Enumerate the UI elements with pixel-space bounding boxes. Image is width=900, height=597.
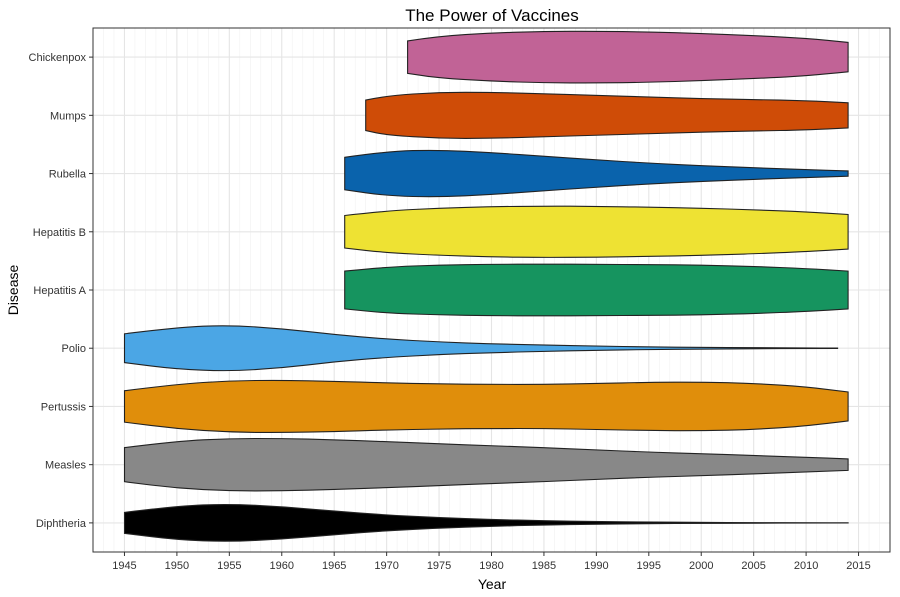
y-tick-label: Hepatitis A: [33, 285, 86, 297]
violin-rubella: [344, 149, 849, 198]
violin-diphtheria: [123, 503, 849, 542]
x-tick-label: 2000: [689, 560, 713, 572]
y-tick-label: Hepatitis B: [33, 227, 86, 239]
x-tick-label: 2005: [741, 560, 765, 572]
chart-title: The Power of Vaccines: [405, 6, 579, 25]
y-tick-label: Measles: [45, 460, 86, 472]
x-tick-label: 2015: [846, 560, 870, 572]
violin-hepatitis-a: [344, 263, 849, 317]
x-axis-title: Year: [478, 576, 507, 592]
x-tick-label: 1975: [427, 560, 451, 572]
y-axis-title: Disease: [5, 265, 21, 316]
violin-polio: [123, 325, 839, 372]
x-tick-label: 2010: [794, 560, 818, 572]
x-tick-label: 1945: [112, 560, 136, 572]
violin-chickenpox: [407, 30, 849, 84]
violin-pertussis: [123, 379, 849, 434]
x-tick-label: 1970: [374, 560, 398, 572]
x-tick-label: 1955: [217, 560, 241, 572]
y-axis: Diphtheria Measles Pertussis Polio Hepatitis…: [29, 52, 93, 530]
violin-measles: [123, 437, 849, 492]
y-tick-label: Mumps: [50, 110, 87, 122]
y-tick-label: Pertussis: [41, 401, 87, 413]
x-tick-label: 1950: [165, 560, 189, 572]
x-tick-label: 1965: [322, 560, 346, 572]
x-tick-label: 1985: [532, 560, 556, 572]
x-tick-label: 1990: [584, 560, 608, 572]
x-tick-label: 1995: [637, 560, 661, 572]
x-tick-label: 1960: [270, 560, 294, 572]
violin-mumps: [365, 91, 849, 139]
y-tick-label: Chickenpox: [29, 52, 87, 64]
x-axis: 1945 1950 1955 1960 1965 1970 1975 1980 1985 1990…: [112, 552, 871, 572]
y-tick-label: Polio: [62, 343, 86, 355]
x-tick-label: 1980: [479, 560, 503, 572]
y-tick-label: Rubella: [49, 169, 87, 181]
violin-hepatitis-b: [344, 205, 849, 258]
violins: [123, 30, 849, 542]
y-tick-label: Diphtheria: [36, 518, 87, 530]
